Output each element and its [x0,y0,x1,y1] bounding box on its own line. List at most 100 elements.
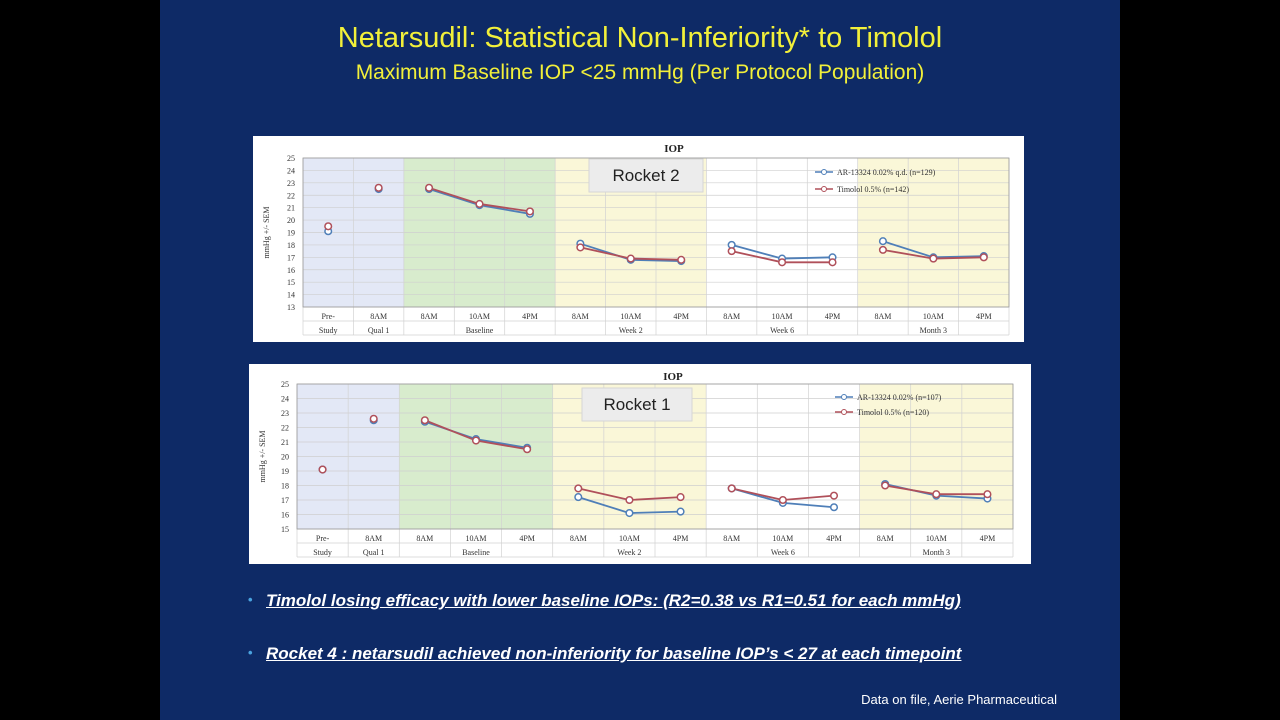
x-tick-label: 4PM [673,312,689,321]
y-tick-label: 22 [287,191,295,200]
group-label: Month 3 [920,326,947,335]
y-tick-label: 21 [287,204,295,213]
x-tick-label: 8AM [570,534,587,543]
x-tick-label: 10AM [466,534,487,543]
plot-frame [296,383,1014,530]
data-point [727,247,736,256]
rocket-label-box [581,387,693,422]
data-point [929,254,938,263]
y-tick-label: 18 [287,241,295,250]
iop-chart-rocket-2: 13 14 15 16 17 18 19 20 21 22 23 24 25 Pre- 8AM 8AM 10AM… [262,143,1010,336]
data-point [829,503,839,512]
group-label: Baseline [462,548,490,557]
chart-panel-rocket-1: 15 16 17 18 19 20 21 22 23 24 25 Pre- 8AM 8AM 10AM 4PM 8… [249,364,1031,564]
data-point [625,509,634,518]
x-tick-label: 4PM [980,534,996,543]
chart-title: IOP [663,371,683,383]
group-label: Qual 1 [368,326,390,335]
x-tick-label: 8AM [421,312,438,321]
footer-source: Data on file, Aerie Pharmaceutical [861,692,1057,707]
data-point [523,445,532,454]
legend-entry: Timolol 0.5% (n=120) [857,408,929,417]
group-label: Study [313,548,332,557]
data-point [881,481,890,490]
y-tick-label: 24 [287,166,295,175]
y-tick-label: 13 [287,303,295,312]
x-tick-label: 10AM [619,534,640,543]
x-tick-label: 4PM [825,312,841,321]
x-tick-label: 4PM [826,534,842,543]
x-tick-label: Pre- [322,312,336,321]
group-label: Week 6 [771,548,795,557]
group-label: Week 2 [617,548,641,557]
y-tick-label: 23 [287,179,295,188]
x-tick-label: 10AM [772,312,793,321]
x-tick-label: 8AM [877,534,894,543]
y-tick-label: 17 [281,496,289,505]
rocket-label: Rocket 1 [603,395,670,414]
x-tick-label: 4PM [522,312,538,321]
data-point [471,436,481,445]
legend-entry: AR-13324 0.02% q.d. (n=129) [837,168,936,177]
data-point [878,245,887,254]
x-tick-label: 8AM [874,312,891,321]
y-tick-label: 15 [287,278,295,287]
data-point [727,484,736,493]
data-point [778,258,787,267]
y-tick-label: 15 [281,525,289,534]
y-tick-label: 14 [287,291,295,300]
x-tick-label: 8AM [723,534,740,543]
legend-entry: Timolol 0.5% (n=142) [837,185,909,194]
x-tick-label: 10AM [620,312,641,321]
iop-chart-rocket-1: 15 16 17 18 19 20 21 22 23 24 25 Pre- 8AM 8AM 10AM 4PM 8… [258,371,1014,558]
data-point [369,414,378,423]
x-tick-label: 4PM [976,312,992,321]
y-tick-label: 25 [287,154,295,163]
data-point [829,491,839,500]
data-point [420,416,429,425]
bullet-item: • Timolol losing efficacy with lower base… [248,591,961,611]
legend-marker [841,394,847,400]
x-tick-label: 10AM [926,534,947,543]
data-point [828,258,837,267]
data-point [878,237,887,246]
data-point [525,207,534,216]
data-point [318,465,327,474]
x-tick-label: 10AM [772,534,793,543]
data-point [676,493,685,502]
bullet-text: Timolol losing efficacy with lower basel… [266,591,961,610]
legend-marker [821,169,827,175]
y-tick-label: 24 [281,395,289,404]
bullet-text: Rocket 4 : netarsudil achieved non-infer… [266,644,962,663]
x-tick-label: 8AM [365,534,382,543]
data-point [324,222,333,231]
group-label: Week 2 [619,326,643,335]
x-tick-label: 8AM [723,312,740,321]
y-axis-label: mmHg +/- SEM [258,430,267,482]
group-label: Baseline [466,326,494,335]
y-tick-label: 19 [287,229,295,238]
y-tick-label: 23 [281,409,289,418]
data-point [677,255,686,264]
y-tick-label: 25 [281,380,289,389]
data-point [778,495,787,505]
group-label: Study [319,326,338,335]
data-point [574,484,583,493]
x-tick-label: Pre- [316,534,330,543]
data-point [574,493,583,502]
data-point [475,199,484,208]
bullet-dot-icon: • [248,592,253,607]
x-tick-label: 8AM [416,534,433,543]
group-label: Month 3 [923,548,950,557]
data-point [932,490,941,499]
bullet-dot-icon: • [248,645,253,660]
bullet-item: • Rocket 4 : netarsudil achieved non-infe… [248,644,961,664]
slide-title: Netarsudil: Statistical Non-Inferiority*… [337,22,943,54]
y-tick-label: 21 [281,438,289,447]
data-point [676,507,685,516]
legend-marker [821,186,827,192]
group-label: Qual 1 [363,548,385,557]
x-tick-label: 10AM [923,312,944,321]
data-point [979,253,988,262]
rocket-label-box [588,158,704,193]
